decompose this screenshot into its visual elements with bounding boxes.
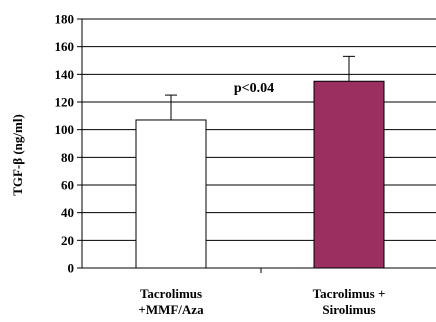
x-category-label: +MMF/Aza [138, 302, 204, 317]
bar [313, 80, 385, 269]
y-tick-label: 80 [61, 150, 74, 165]
bar [135, 119, 207, 269]
y-axis-title: TGF-β (ng/ml) [10, 114, 25, 196]
x-category-label: Tacrolimus + [313, 286, 386, 301]
x-category-label: Sirolimus [322, 302, 375, 317]
x-category-label: Tacrolimus [140, 286, 202, 301]
axes [77, 18, 436, 273]
y-tick-label: 60 [61, 178, 74, 193]
y-tick-label: 180 [55, 12, 75, 27]
y-tick-label: 160 [55, 39, 75, 54]
y-tick-label: 140 [55, 67, 75, 82]
y-tick-label: 20 [61, 233, 74, 248]
error-bars [165, 55, 355, 120]
y-tick-labels: 0 20 40 60 80 100 120 140 160 180 [55, 12, 75, 276]
y-tick-label: 100 [55, 122, 75, 137]
bars [135, 80, 385, 269]
y-tick-label: 0 [68, 261, 75, 276]
y-tick-label: 40 [61, 205, 74, 220]
y-tick-label: 120 [55, 95, 75, 110]
p-value-annotation: p<0.04 [234, 81, 274, 96]
x-category-labels: Tacrolimus+MMF/Aza Tacrolimus +Sirolimus [138, 286, 385, 317]
